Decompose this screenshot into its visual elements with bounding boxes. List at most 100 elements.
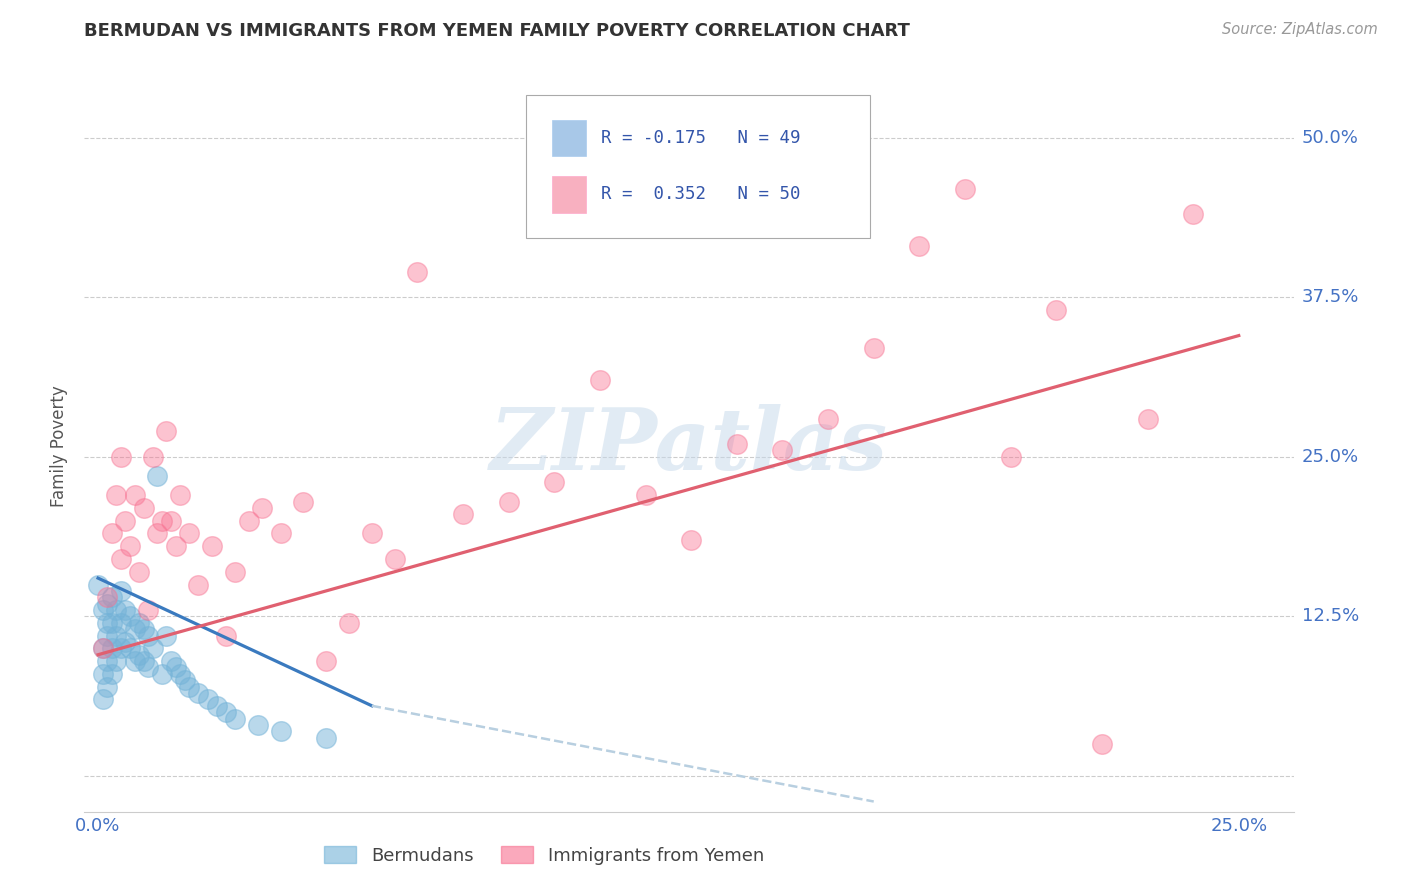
Point — [187, 577, 209, 591]
Point — [100, 526, 122, 541]
Text: 25.0%: 25.0% — [1302, 448, 1360, 466]
Point — [132, 622, 155, 636]
Point — [96, 680, 118, 694]
Point — [201, 539, 224, 553]
Text: 37.5%: 37.5% — [1302, 288, 1360, 306]
Point — [360, 526, 382, 541]
Point — [114, 603, 136, 617]
Point — [136, 629, 159, 643]
Point — [110, 615, 132, 630]
Point — [224, 565, 246, 579]
Point — [150, 514, 173, 528]
Point — [100, 666, 122, 681]
Text: R = -0.175   N = 49: R = -0.175 N = 49 — [600, 129, 800, 147]
Point — [270, 724, 292, 739]
Point — [772, 443, 794, 458]
Point — [136, 660, 159, 674]
Point — [173, 673, 195, 688]
Point — [91, 603, 114, 617]
Point — [589, 373, 612, 387]
Bar — [553, 120, 586, 156]
Point — [128, 565, 150, 579]
Text: ZIPatlas: ZIPatlas — [489, 404, 889, 488]
Point — [118, 641, 141, 656]
Point — [908, 239, 931, 253]
Point — [406, 265, 429, 279]
Point — [270, 526, 292, 541]
Point — [146, 526, 169, 541]
Point — [315, 731, 337, 745]
Point — [451, 508, 474, 522]
Point — [169, 488, 191, 502]
Point — [165, 660, 187, 674]
Text: Source: ZipAtlas.com: Source: ZipAtlas.com — [1222, 22, 1378, 37]
Point — [91, 666, 114, 681]
Point — [110, 583, 132, 598]
Point — [91, 641, 114, 656]
Point — [224, 712, 246, 726]
Point — [197, 692, 219, 706]
Bar — [553, 176, 586, 212]
Point — [165, 539, 187, 553]
Point — [634, 488, 657, 502]
Point — [681, 533, 703, 547]
FancyBboxPatch shape — [526, 95, 870, 237]
Point — [953, 182, 976, 196]
Point — [128, 615, 150, 630]
Point — [179, 680, 201, 694]
Point — [1091, 737, 1114, 751]
Point — [215, 705, 238, 719]
Text: R =  0.352   N = 50: R = 0.352 N = 50 — [600, 186, 800, 203]
Point — [725, 437, 748, 451]
Point — [337, 615, 360, 630]
Point — [1136, 411, 1159, 425]
Point — [160, 654, 183, 668]
Point — [246, 718, 269, 732]
Point — [817, 411, 839, 425]
Point — [238, 514, 260, 528]
Point — [543, 475, 565, 490]
Point — [252, 500, 274, 515]
Point — [96, 654, 118, 668]
Point — [100, 591, 122, 605]
Point — [150, 666, 173, 681]
Y-axis label: Family Poverty: Family Poverty — [51, 385, 69, 507]
Point — [169, 666, 191, 681]
Point — [96, 597, 118, 611]
Point — [124, 654, 146, 668]
Point — [292, 494, 315, 508]
Point — [1182, 207, 1205, 221]
Point — [114, 514, 136, 528]
Point — [96, 629, 118, 643]
Point — [118, 609, 141, 624]
Point — [105, 654, 128, 668]
Point — [142, 450, 165, 464]
Point — [155, 629, 177, 643]
Point — [91, 641, 114, 656]
Text: 50.0%: 50.0% — [1302, 128, 1358, 146]
Point — [96, 615, 118, 630]
Point — [215, 629, 238, 643]
Point — [1045, 303, 1067, 318]
Point — [105, 488, 128, 502]
Point — [114, 635, 136, 649]
Point — [124, 488, 146, 502]
Point — [142, 641, 165, 656]
Point — [205, 698, 228, 713]
Legend: Bermudans, Immigrants from Yemen: Bermudans, Immigrants from Yemen — [316, 839, 770, 872]
Point — [110, 450, 132, 464]
Point — [1000, 450, 1022, 464]
Point — [96, 591, 118, 605]
Point — [187, 686, 209, 700]
Text: 12.5%: 12.5% — [1302, 607, 1360, 625]
Point — [128, 648, 150, 662]
Point — [105, 629, 128, 643]
Point — [124, 622, 146, 636]
Point — [498, 494, 520, 508]
Point — [315, 654, 337, 668]
Point — [118, 539, 141, 553]
Point — [179, 526, 201, 541]
Point — [862, 342, 884, 356]
Point — [384, 552, 406, 566]
Point — [160, 514, 183, 528]
